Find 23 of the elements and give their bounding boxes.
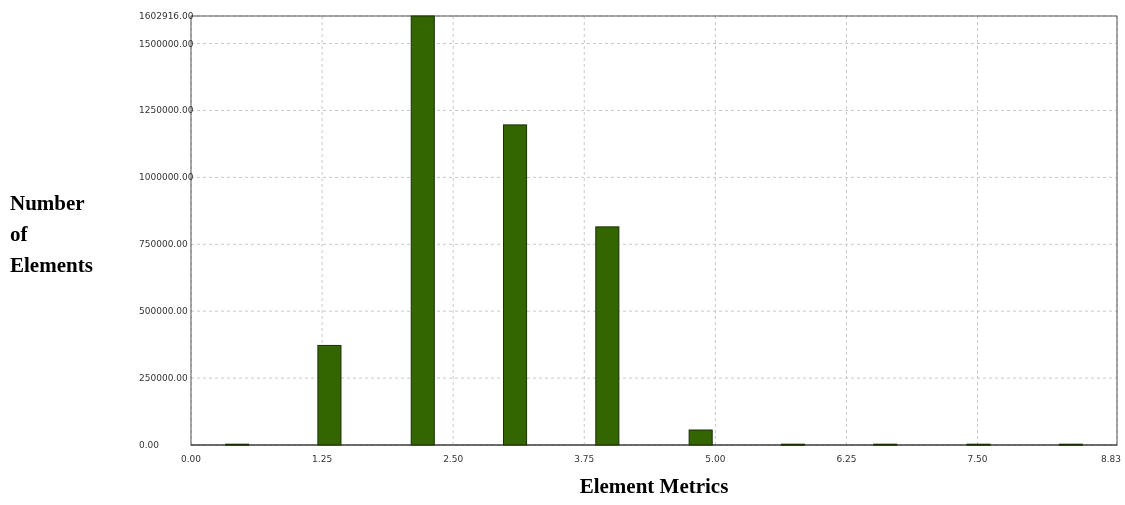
x-tick-label: 5.00: [705, 454, 726, 464]
bar: [317, 344, 342, 446]
x-tick-label: 7.50: [967, 454, 988, 464]
y-tick-label: 250000.00: [139, 373, 188, 384]
y-tick-label: 0.00: [139, 440, 160, 450]
x-tick-label: 8.83: [1100, 454, 1122, 464]
y-axis-title: Number of Elements: [10, 191, 93, 277]
x-axis-title: Element Metrics: [579, 474, 729, 498]
y-tick-label: 750000.00: [139, 239, 188, 250]
bar: [410, 15, 435, 446]
x-tick-label: 0.00: [180, 454, 202, 464]
bar: [688, 429, 713, 446]
y-tick-label: 500000.00: [139, 306, 188, 317]
x-tick-label: 2.50: [443, 454, 464, 464]
y-tick-label: 1250000.00: [139, 105, 194, 116]
y-tick-label: 1500000.00: [139, 38, 194, 49]
x-tick-label: 1.25: [312, 454, 333, 464]
bar: [595, 226, 620, 446]
y-tick-label: 1602916.00: [139, 11, 194, 21]
x-tick-label: 3.75: [574, 454, 595, 464]
y-tick-label: 1000000.00: [139, 172, 194, 183]
x-tick-label: 6.25: [836, 454, 857, 464]
bar: [503, 124, 528, 446]
